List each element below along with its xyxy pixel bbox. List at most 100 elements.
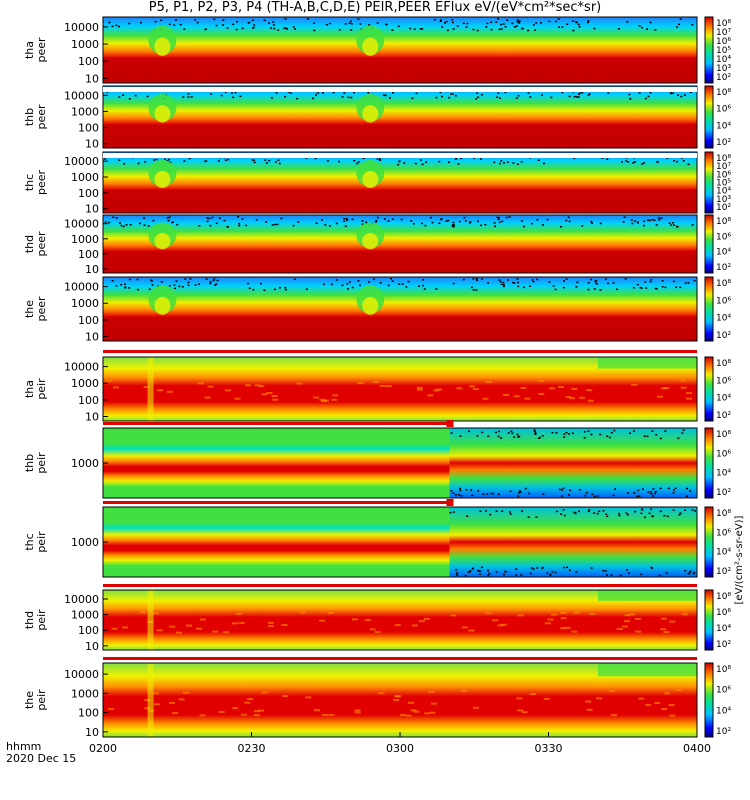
- noise-speck: [536, 567, 539, 569]
- texture-streak: [516, 697, 523, 700]
- y-tick-label: 10: [85, 263, 99, 276]
- texture-streak: [236, 612, 242, 615]
- noise-speck: [683, 94, 686, 96]
- texture-streak: [497, 624, 504, 627]
- noise-speck: [115, 217, 118, 219]
- noise-speck: [655, 434, 658, 436]
- noise-speck: [465, 489, 468, 491]
- noise-speck: [368, 24, 371, 26]
- texture-streak: [357, 381, 364, 384]
- texture-streak: [596, 697, 602, 700]
- noise-speck: [627, 572, 630, 574]
- x-tick-label: 0330: [535, 742, 563, 755]
- noise-speck: [480, 94, 483, 96]
- noise-speck: [124, 283, 126, 285]
- noise-speck: [476, 279, 479, 282]
- noise-speck: [684, 509, 687, 511]
- noise-speck: [687, 573, 690, 575]
- colorbar-tick-label: 10⁴: [716, 248, 731, 258]
- noise-speck: [517, 495, 520, 497]
- colorbar-tick-label: 10⁸: [716, 592, 731, 602]
- y-tick-label: 1000: [71, 536, 99, 549]
- noise-speck: [452, 492, 455, 494]
- noise-speck: [209, 282, 212, 285]
- noise-speck: [108, 21, 111, 24]
- noise-speck: [361, 223, 364, 225]
- texture-streak: [144, 707, 151, 710]
- noise-speck: [452, 21, 454, 24]
- noise-speck: [574, 512, 577, 515]
- noise-speck: [214, 284, 217, 286]
- noise-speck: [524, 487, 527, 490]
- noise-speck: [511, 22, 514, 25]
- colorbar-tick-label: 10⁶: [716, 449, 731, 459]
- noise-speck: [642, 488, 644, 490]
- noise-speck: [658, 574, 661, 577]
- texture-streak: [196, 627, 203, 630]
- bright-core: [154, 105, 171, 123]
- noise-speck: [419, 28, 422, 30]
- noise-speck: [146, 95, 149, 98]
- noise-speck: [468, 222, 471, 224]
- texture-streak: [679, 379, 686, 382]
- noise-speck: [344, 225, 347, 227]
- colorbar-tick-label: 10⁶: [716, 105, 731, 115]
- y-tick-label: 1000: [71, 457, 99, 470]
- noise-speck: [687, 163, 690, 166]
- noise-speck: [151, 284, 154, 286]
- texture-streak: [669, 620, 676, 623]
- texture-streak: [661, 708, 668, 710]
- panel-tha_peir: [102, 356, 698, 422]
- noise-speck: [671, 222, 674, 224]
- noise-speck: [440, 218, 443, 221]
- noise-speck: [263, 289, 266, 291]
- y-tick-label: 1000: [71, 377, 99, 390]
- noise-speck: [277, 159, 280, 161]
- y-tick-label: 10: [85, 138, 99, 151]
- noise-speck: [328, 22, 331, 25]
- panel-label-line1: the: [23, 300, 36, 318]
- colorbar-tick-label: 10⁵: [716, 46, 731, 56]
- noise-speck: [391, 29, 394, 31]
- noise-speck: [531, 279, 534, 281]
- y-tick-label: 10: [85, 331, 99, 344]
- noise-speck: [551, 431, 554, 434]
- noise-speck: [562, 286, 565, 289]
- texture-streak: [169, 625, 176, 628]
- y-tick-label: 10: [85, 203, 99, 216]
- noise-speck: [572, 20, 575, 22]
- noise-speck: [335, 222, 338, 225]
- noise-speck: [627, 492, 630, 494]
- noise-speck: [375, 219, 378, 222]
- noise-speck: [173, 24, 176, 26]
- chart-title: P5, P1, P2, P3, P4 (TH-A,B,C,D,E) PEIR,P…: [148, 0, 602, 15]
- noise-speck: [568, 494, 570, 496]
- panel-label-line1: tha: [23, 380, 36, 398]
- noise-speck: [335, 279, 338, 281]
- noise-speck: [576, 281, 579, 284]
- noise-speck: [587, 510, 590, 513]
- noise-speck: [619, 574, 622, 577]
- noise-speck: [470, 286, 473, 289]
- noise-speck: [284, 27, 287, 29]
- noise-speck: [265, 162, 268, 164]
- noise-speck: [239, 95, 242, 98]
- noise-speck: [174, 19, 177, 21]
- noise-speck: [143, 224, 146, 226]
- noise-speck: [486, 493, 489, 495]
- noise-speck: [241, 27, 244, 30]
- time-axis-date: 2020 Dec 15: [6, 752, 76, 765]
- noise-speck: [682, 160, 685, 162]
- noise-speck: [475, 278, 478, 280]
- noise-speck: [649, 91, 652, 94]
- noise-speck: [593, 288, 596, 290]
- panel-label-line2: peir: [35, 609, 48, 631]
- noise-speck: [549, 574, 552, 576]
- noise-speck: [546, 218, 549, 221]
- texture-streak: [624, 620, 630, 623]
- noise-speck: [673, 160, 676, 162]
- noise-speck: [377, 216, 379, 219]
- noise-speck: [173, 284, 176, 286]
- noise-speck: [284, 18, 287, 20]
- noise-speck: [646, 28, 648, 30]
